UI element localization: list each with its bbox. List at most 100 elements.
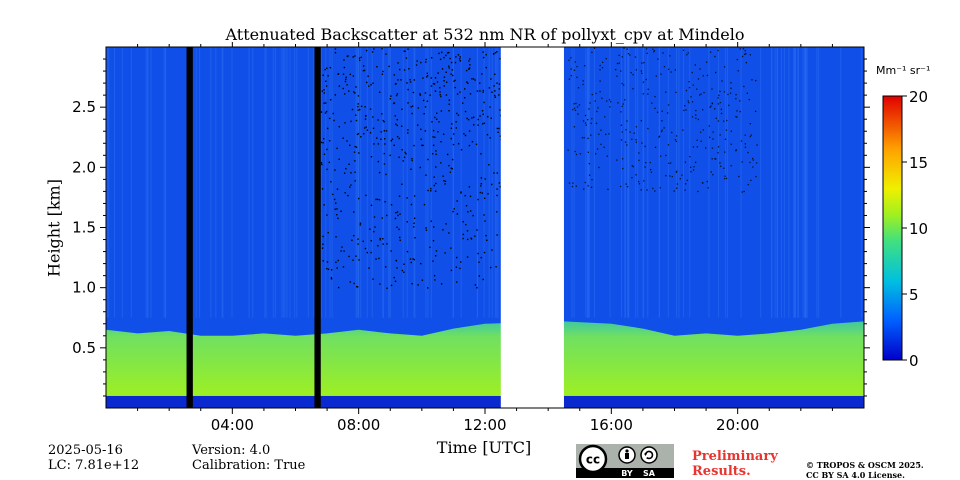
noise-point [467,238,469,241]
noise-point [448,67,450,69]
noise-point [700,140,702,142]
streak [272,47,274,318]
noise-point [413,226,415,228]
noise-point [396,226,398,229]
noise-point [445,223,447,225]
noise-point [439,87,441,89]
noise-point [456,213,459,215]
noise-point [336,188,339,190]
noise-point [675,140,677,143]
noise-point [482,113,484,115]
noise-point [719,165,722,167]
streak [121,47,123,318]
noise-point [390,284,393,287]
noise-point [584,122,587,124]
noise-point [600,143,602,146]
noise-point [670,71,672,73]
noise-point [422,144,424,147]
noise-point [735,150,737,152]
noise-point [357,132,360,135]
noise-point [396,211,399,213]
x-tick-label: 20:00 [716,416,759,434]
noise-point [434,116,436,119]
noise-point [343,59,345,61]
noise-point [336,147,338,150]
noise-point [333,198,336,201]
noise-point [482,123,484,125]
noise-point [642,93,645,95]
license-badge[interactable]: cc BY SA [576,444,674,478]
streak [818,47,820,318]
noise-point [374,226,376,228]
noise-point [432,226,435,228]
streak [406,47,408,318]
chart-title: Attenuated Backscatter at 532 nm NR of p… [225,25,745,44]
noise-point [423,203,426,206]
noise-point [432,144,435,147]
noise-point [344,122,346,124]
noise-point [438,52,440,55]
noise-point [351,108,354,111]
noise-point [471,78,473,80]
noise-point [499,135,502,137]
noise-point [735,98,737,100]
noise-point [448,103,450,105]
noise-point [745,61,748,64]
noise-point [576,76,578,78]
noise-point [633,132,635,134]
noise-point [411,158,413,160]
noise-point [457,143,460,145]
noise-point [413,258,416,261]
noise-point [669,162,672,164]
streak [163,47,165,318]
noise-point [587,185,589,187]
noise-point [591,179,593,181]
noise-point [343,66,346,69]
noise-point [443,56,445,59]
noise-point [354,92,356,94]
noise-point [345,78,347,81]
noise-point [701,182,704,184]
noise-point [605,58,607,60]
noise-point [599,80,601,82]
colorbar-tick-label: 10 [909,220,928,238]
noise-point [717,103,720,105]
noise-point [687,100,689,102]
noise-point [743,190,745,193]
noise-point [378,257,380,260]
x-tick-label: 12:00 [463,416,506,434]
noise-point [702,129,704,131]
noise-point [479,82,481,84]
noise-point [615,68,617,71]
noise-point [450,137,452,140]
noise-point [646,189,648,191]
noise-point [703,91,705,94]
noise-point [432,129,435,132]
noise-point [718,94,720,97]
noise-point [348,255,350,258]
noise-point [358,57,361,59]
noise-point [460,261,462,263]
noise-point [663,66,666,68]
footer-date-block: 2025-05-16 LC: 7.81e+12 [48,443,139,473]
noise-point [739,110,741,113]
noise-point [751,157,754,160]
noise-point [393,102,395,105]
streak [210,47,212,318]
noise-point [326,267,328,270]
noise-point [377,143,380,145]
noise-point [445,81,448,83]
streak [804,47,806,318]
noise-point [347,194,349,197]
noise-point [641,72,643,74]
noise-point [426,76,428,78]
noise-point [425,58,427,61]
noise-point [480,185,482,187]
noise-point [496,127,499,130]
noise-point [489,137,491,139]
noise-point [744,50,746,52]
noise-point [482,56,485,59]
noise-point [724,177,726,180]
noise-point [335,261,337,264]
noise-point [372,116,374,118]
